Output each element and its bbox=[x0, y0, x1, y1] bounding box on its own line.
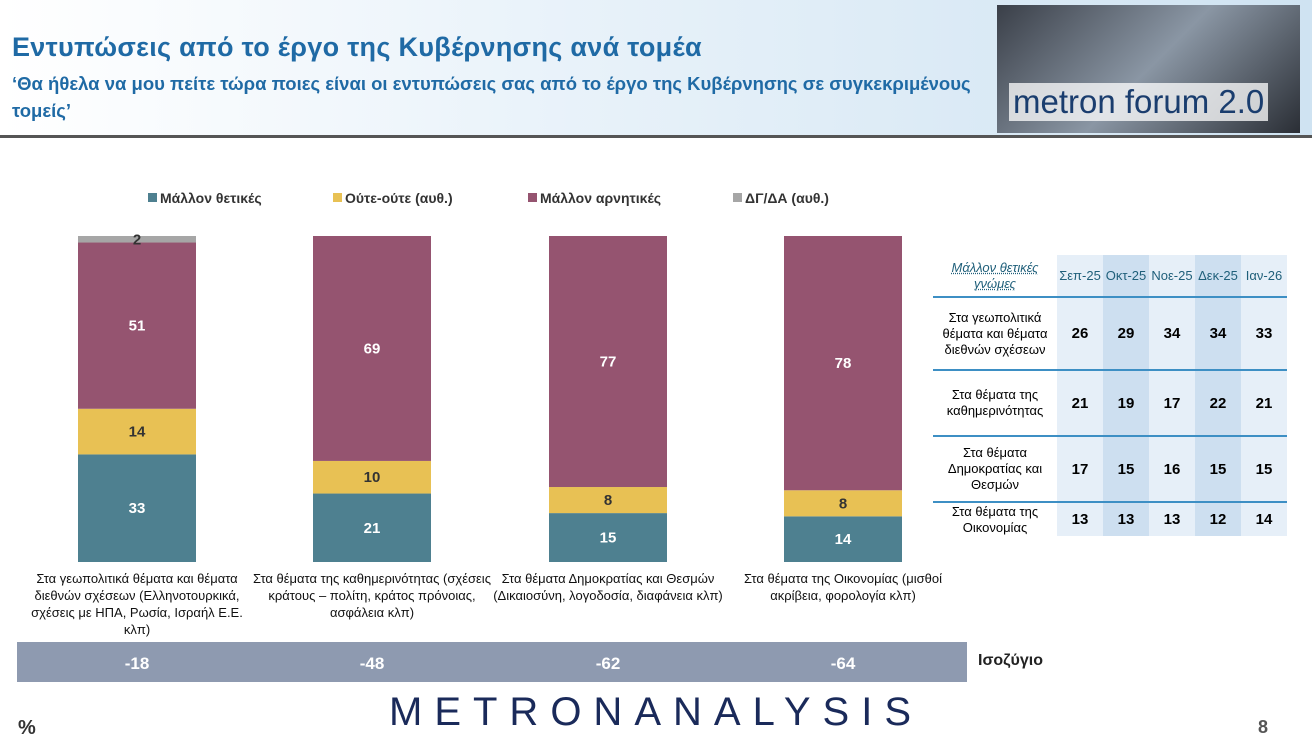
table-header-row: Μάλλον θετικές γνώμες Σεπ-25 Οκτ-25 Νοε-25 Δ… bbox=[933, 255, 1287, 297]
balance-value: -18 bbox=[125, 654, 150, 673]
value-label: 8 bbox=[604, 492, 612, 509]
table-value: 19 bbox=[1103, 369, 1149, 436]
category-label: Στα θέματα της Οικονομίας (μισθοί ακρίβε… bbox=[744, 571, 942, 603]
table-row-label: Στα θέματα Δημοκρατίας και Θεσμών bbox=[933, 435, 1057, 502]
legend-swatch bbox=[333, 193, 342, 202]
table-row-label: Στα θέματα της Οικονομίας bbox=[933, 501, 1057, 536]
logo-text: metron forum 2.0 bbox=[1009, 83, 1269, 121]
page-number: 8 bbox=[1258, 717, 1269, 737]
value-label: 2 bbox=[133, 231, 141, 248]
legend-swatch bbox=[528, 193, 537, 202]
table-row: Στα θέματα Δημοκρατίας και Θεσμών 17 15 16 1… bbox=[933, 435, 1287, 502]
table-header-cell: Σεπ-25 bbox=[1057, 255, 1103, 297]
table-header-cell: Μάλλον θετικές γνώμες bbox=[951, 259, 1039, 291]
table-value: 13 bbox=[1057, 501, 1103, 536]
balance-value: -48 bbox=[360, 654, 385, 673]
value-label: 51 bbox=[129, 318, 146, 335]
table-value: 16 bbox=[1149, 435, 1195, 502]
table-value: 17 bbox=[1149, 369, 1195, 436]
value-label: 14 bbox=[835, 531, 852, 548]
title: Εντυπώσεις από το έργο της Κυβέρνησης αν… bbox=[12, 32, 702, 62]
legend-swatch bbox=[733, 193, 742, 202]
table-row-label: Στα γεωπολιτικά θέματα και θέματα διεθνώ… bbox=[933, 296, 1057, 370]
bar-segment bbox=[784, 490, 902, 517]
value-label: 69 bbox=[364, 340, 381, 357]
bar-segment bbox=[784, 516, 902, 562]
balance-value: -64 bbox=[831, 654, 856, 673]
table-header-cell: Δεκ-25 bbox=[1195, 255, 1241, 297]
bar-segment bbox=[78, 236, 196, 243]
value-label: 8 bbox=[839, 495, 847, 512]
balance-value: -62 bbox=[596, 654, 621, 673]
table-value: 34 bbox=[1149, 296, 1195, 370]
bar-segment bbox=[78, 242, 196, 409]
balance-label: Ισοζύγιο bbox=[978, 652, 1043, 669]
value-label: 14 bbox=[129, 424, 146, 441]
brand: METRONANALYSIS bbox=[389, 690, 923, 734]
value-label: 78 bbox=[835, 355, 852, 372]
legend-swatch bbox=[148, 193, 157, 202]
table-value: 17 bbox=[1057, 435, 1103, 502]
table-row-label: Στα θέματα της καθημερινότητας bbox=[933, 369, 1057, 436]
value-label: 21 bbox=[364, 520, 381, 537]
table-row: Στα θέματα της καθημερινότητας 21 19 17 22 21 bbox=[933, 369, 1287, 436]
table-value: 13 bbox=[1149, 501, 1195, 536]
bar-segment bbox=[78, 454, 196, 562]
table-header-cell: Οκτ-25 bbox=[1103, 255, 1149, 297]
bar-segment bbox=[313, 493, 431, 562]
category-label: Στα θέματα της καθημερινότητας (σχέσεις … bbox=[253, 571, 491, 620]
table-header-cell: Νοε-25 bbox=[1149, 255, 1195, 297]
table-row: Στα θέματα της Οικονομίας 13 13 13 12 14 bbox=[933, 501, 1287, 536]
trend-table: Μάλλον θετικές γνώμες Σεπ-25 Οκτ-25 Νοε-25 Δ… bbox=[933, 255, 1287, 536]
table-value: 21 bbox=[1057, 369, 1103, 436]
table-header-cell: Ιαν-26 bbox=[1241, 255, 1287, 297]
bar-segment bbox=[549, 487, 667, 514]
table-value: 12 bbox=[1195, 501, 1241, 536]
table-value: 34 bbox=[1195, 296, 1241, 370]
logo: metron forum 2.0 bbox=[997, 5, 1300, 133]
legend-label: Ούτε-ούτε (αυθ.) bbox=[345, 190, 453, 206]
table-value: 15 bbox=[1241, 435, 1287, 502]
value-label: 10 bbox=[364, 469, 381, 486]
legend-label: Μάλλον αρνητικές bbox=[540, 190, 661, 206]
table-value: 15 bbox=[1103, 435, 1149, 502]
bar-segment bbox=[78, 408, 196, 455]
bar-segment bbox=[313, 236, 431, 461]
bar-segment bbox=[549, 236, 667, 488]
table-value: 33 bbox=[1241, 296, 1287, 370]
table-value: 15 bbox=[1195, 435, 1241, 502]
value-label: 33 bbox=[129, 500, 146, 517]
category-label: Στα γεωπολιτικά θέματα και θέματα διεθνώ… bbox=[31, 571, 243, 637]
table-value: 21 bbox=[1241, 369, 1287, 436]
table-row: Στα γεωπολιτικά θέματα και θέματα διεθνώ… bbox=[933, 296, 1287, 370]
legend-label: Μάλλον θετικές bbox=[160, 190, 262, 206]
unit: % bbox=[18, 717, 36, 739]
bar-segment bbox=[784, 236, 902, 491]
balance-band bbox=[17, 642, 967, 682]
value-label: 77 bbox=[600, 354, 617, 371]
value-label: 15 bbox=[600, 530, 617, 547]
table-value: 26 bbox=[1057, 296, 1103, 370]
table-value: 13 bbox=[1103, 501, 1149, 536]
table-value: 22 bbox=[1195, 369, 1241, 436]
bar-segment bbox=[549, 513, 667, 562]
legend-label: ΔΓ/ΔΑ (αυθ.) bbox=[745, 190, 829, 206]
bar-segment bbox=[313, 460, 431, 494]
category-label: Στα θέματα Δημοκρατίας και Θεσμών (Δικαι… bbox=[493, 571, 723, 603]
table-value: 29 bbox=[1103, 296, 1149, 370]
table-value: 14 bbox=[1241, 501, 1287, 536]
subtitle: ‘Θα ήθελα να μου πείτε τώρα ποιες είναι … bbox=[12, 73, 971, 121]
